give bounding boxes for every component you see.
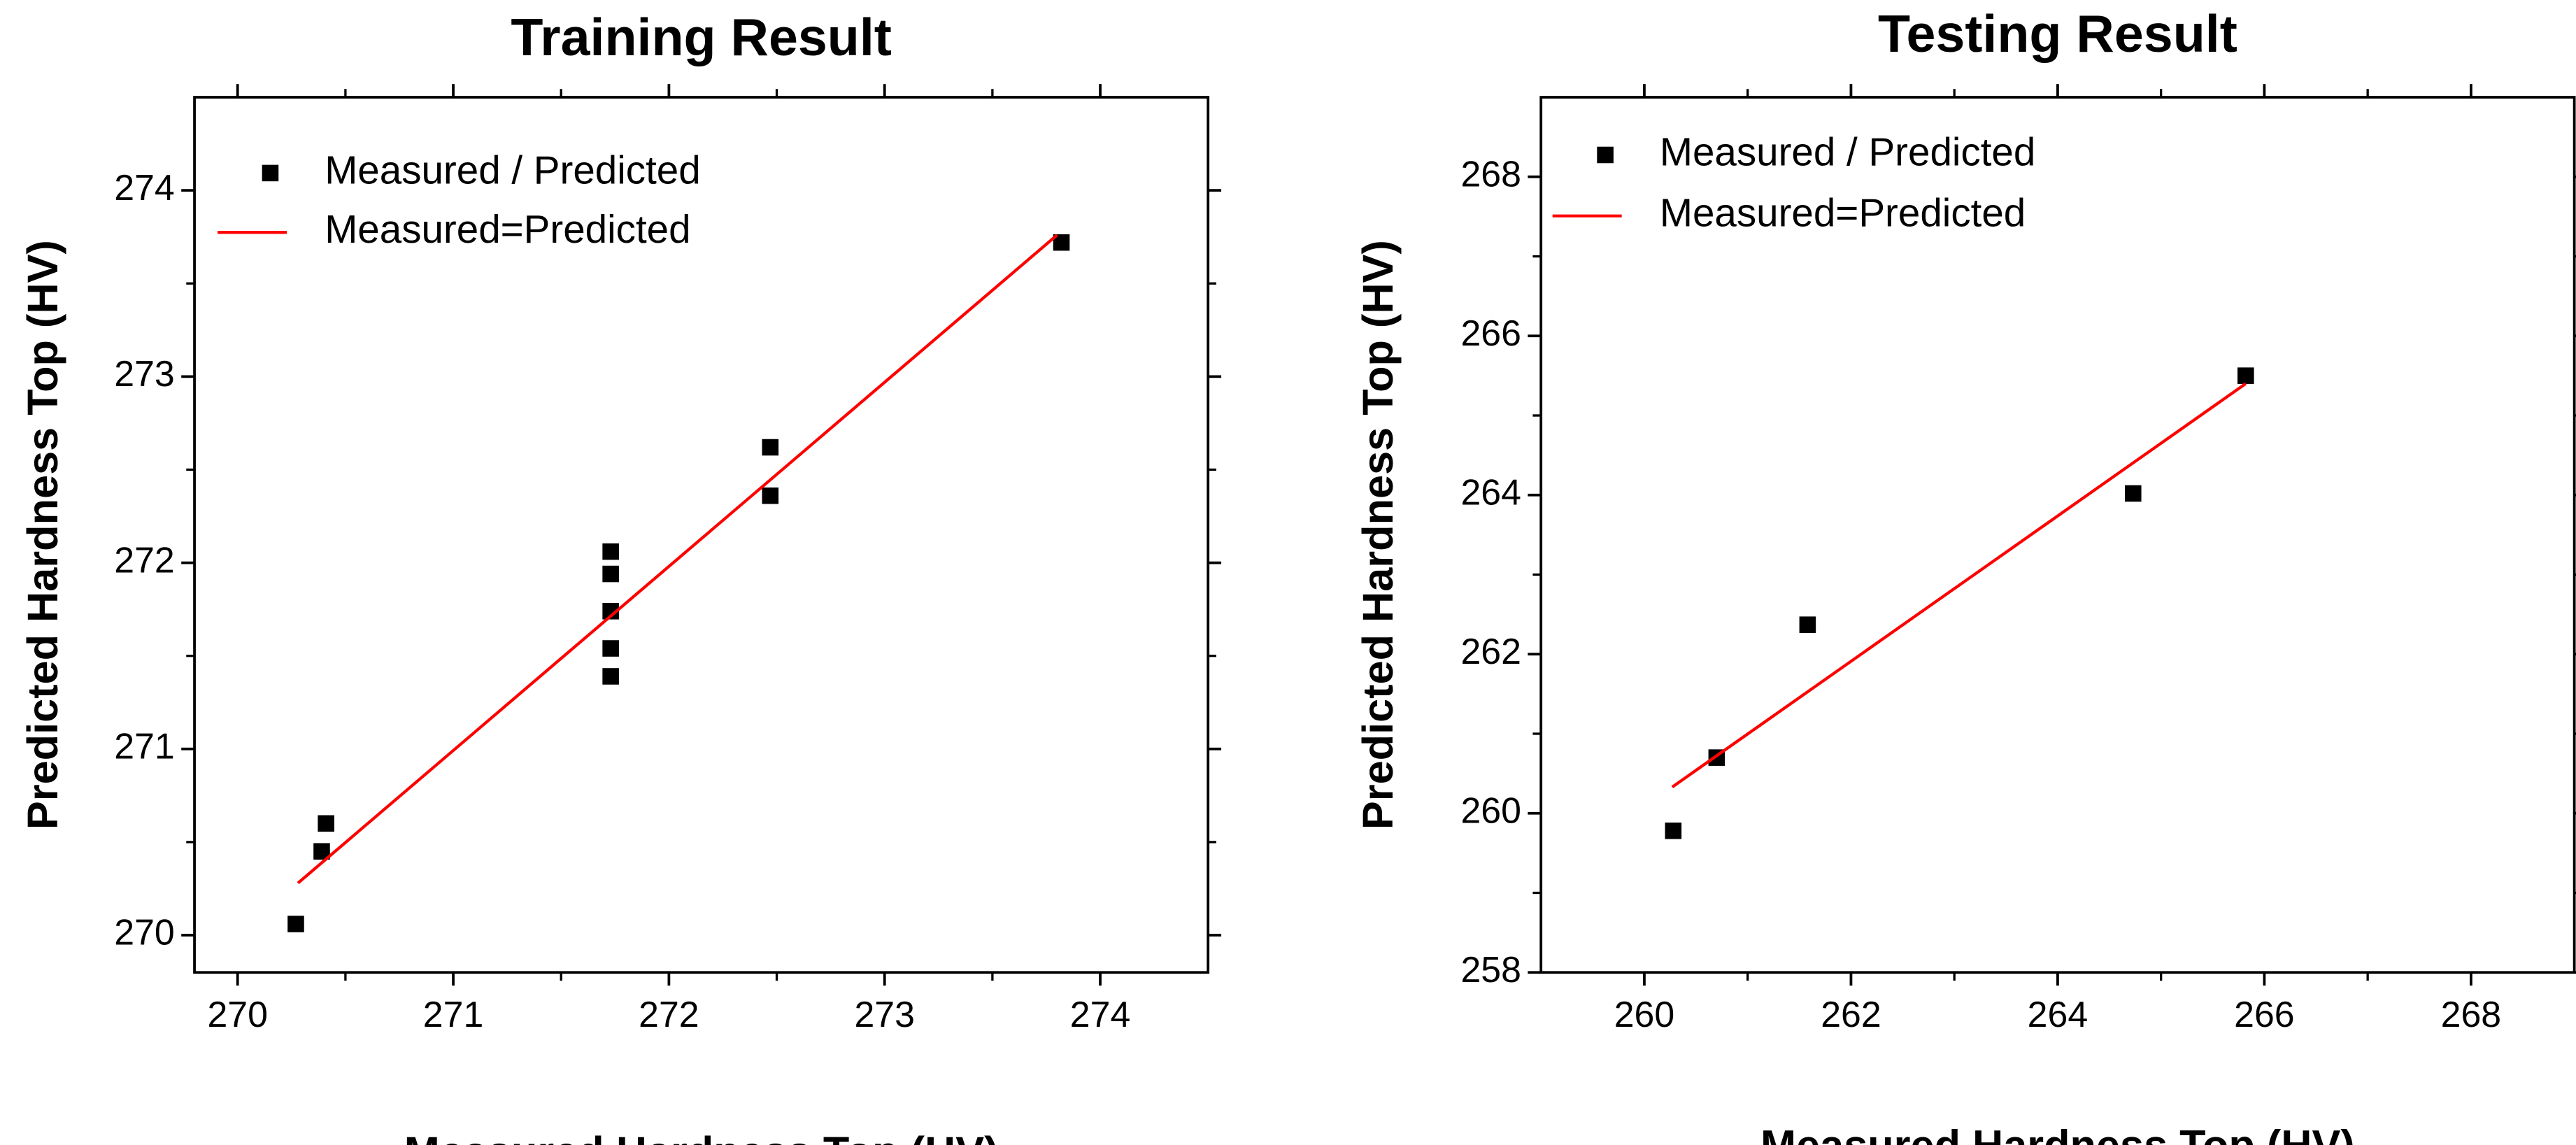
x-tick-label: 270 — [207, 994, 267, 1034]
data-point — [2124, 485, 2142, 502]
data-point — [1053, 234, 1070, 251]
chart-panel-1: Training Result 270 271 272 273 274 270 271 272 2… — [19, 8, 1222, 1145]
y-axis-label: Predicted Hardness Top (HV) — [1354, 240, 1402, 830]
data-point — [318, 815, 334, 832]
figure-root: Training Result 270 271 272 273 274 270 271 272 2… — [19, 4, 2576, 1145]
y-tick-label: 260 — [1460, 790, 1521, 830]
legend: Measured / Predicted Measured=Predicted — [1552, 129, 2035, 235]
x-tick-label: 273 — [854, 994, 914, 1034]
data-point — [1799, 616, 1816, 633]
legend-label: Measured / Predicted — [325, 148, 700, 192]
y-tick-label: 268 — [1460, 153, 1521, 194]
x-tick-label: 271 — [423, 994, 483, 1034]
x-tick-label: 268 — [2441, 994, 2501, 1034]
data-point — [762, 487, 779, 504]
legend-label: Measured=Predicted — [325, 207, 690, 251]
identity-line — [1671, 382, 2247, 788]
data-point — [287, 916, 304, 932]
data-point — [2237, 367, 2254, 384]
legend-marker-swatch — [1597, 146, 1614, 164]
data-point — [602, 543, 619, 560]
legend-marker-swatch — [262, 164, 279, 182]
y-tick-label: 271 — [114, 725, 174, 766]
x-axis-label: Measured Hardness Top (HV) — [1760, 1122, 2355, 1145]
x-axis-label: Measured Hardness Top (HV) — [404, 1128, 999, 1145]
chart-title: Testing Result — [1878, 4, 2237, 63]
y-tick-label: 262 — [1460, 631, 1521, 671]
data-point — [313, 843, 330, 860]
data-point — [602, 640, 619, 657]
legend: Measured / Predicted Measured=Predicted — [218, 148, 701, 251]
y-tick-label: 274 — [114, 167, 174, 208]
y-tick-label: 266 — [1460, 313, 1521, 353]
x-tick-label: 274 — [1070, 994, 1130, 1034]
x-tick-label: 262 — [1821, 994, 1881, 1034]
x-tick-label: 260 — [1614, 994, 1674, 1034]
data-point — [602, 668, 619, 685]
x-tick-label: 272 — [639, 994, 699, 1034]
y-tick-label: 258 — [1460, 949, 1521, 990]
data-point — [762, 439, 779, 456]
y-tick-label: 273 — [114, 353, 174, 394]
y-axis-label: Predicted Hardness Top (HV) — [19, 240, 66, 830]
legend-label: Measured=Predicted — [1660, 191, 2026, 235]
chart-panel-2: Testing Result 260 262 264 266 268 258 260 262 26… — [1354, 4, 2576, 1145]
chart-title: Training Result — [511, 8, 892, 66]
y-tick-label: 272 — [114, 539, 174, 580]
legend-label: Measured / Predicted — [1660, 129, 2035, 173]
data-point — [1665, 823, 1682, 839]
data-point — [602, 603, 619, 620]
y-tick-label: 264 — [1460, 471, 1521, 512]
y-tick-label: 270 — [114, 912, 174, 953]
identity-line — [297, 234, 1058, 885]
x-tick-label: 264 — [2028, 994, 2088, 1034]
x-tick-label: 266 — [2234, 994, 2294, 1034]
data-point — [602, 565, 619, 583]
plot-frame — [193, 96, 1210, 974]
